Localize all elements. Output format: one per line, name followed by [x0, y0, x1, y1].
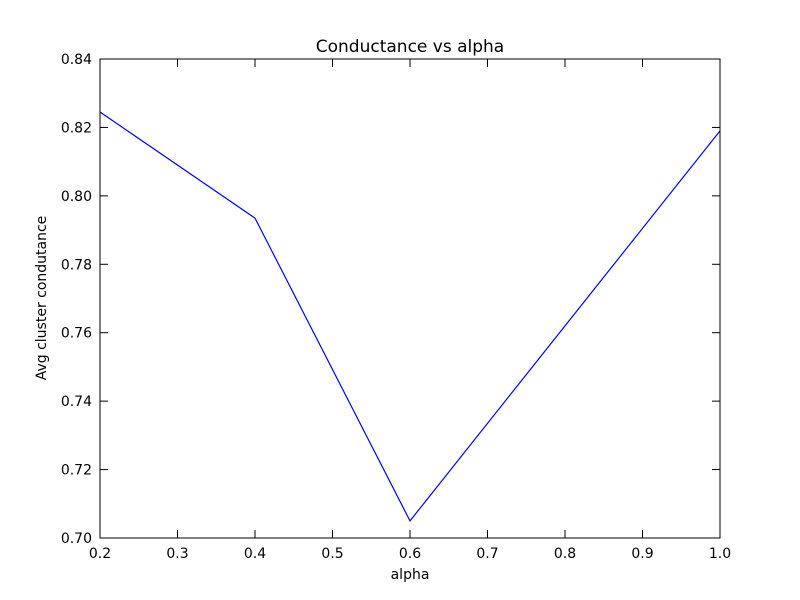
series-line — [99, 111, 721, 522]
x-tick-label: 1.0 — [709, 546, 731, 562]
y-tick-label: 0.76 — [61, 326, 92, 342]
x-tick-label: 0.4 — [244, 546, 266, 562]
x-tick-label: 0.2 — [89, 546, 111, 562]
x-tick-label: 0.6 — [399, 546, 421, 562]
x-axis: 0.2 0.3 0.4 0.5 0.6 0.7 0.8 0.9 1.0 — [89, 59, 731, 562]
y-tick-label: 0.70 — [61, 531, 92, 547]
x-tick-label: 0.5 — [321, 546, 343, 562]
y-tick-label: 0.84 — [61, 52, 92, 68]
plot-frame — [99, 58, 721, 539]
y-tick-label: 0.78 — [61, 257, 92, 273]
chart-title: Conductance vs alpha — [316, 37, 504, 57]
y-tick-label: 0.82 — [61, 120, 92, 136]
y-axis: 0.70 0.72 0.74 0.76 0.78 0.80 0.82 0.84 — [61, 52, 720, 547]
x-axis-title: alpha — [391, 567, 430, 583]
y-tick-label: 0.72 — [61, 463, 92, 479]
y-tick-label: 0.74 — [61, 394, 92, 410]
y-axis-title: Avg cluster condutance — [34, 216, 50, 381]
y-tick-label: 0.80 — [61, 189, 92, 205]
x-tick-label: 0.9 — [631, 546, 653, 562]
series-layer — [99, 111, 721, 522]
x-tick-label: 0.7 — [476, 546, 498, 562]
x-tick-label: 0.8 — [554, 546, 576, 562]
x-tick-label: 0.3 — [166, 546, 188, 562]
